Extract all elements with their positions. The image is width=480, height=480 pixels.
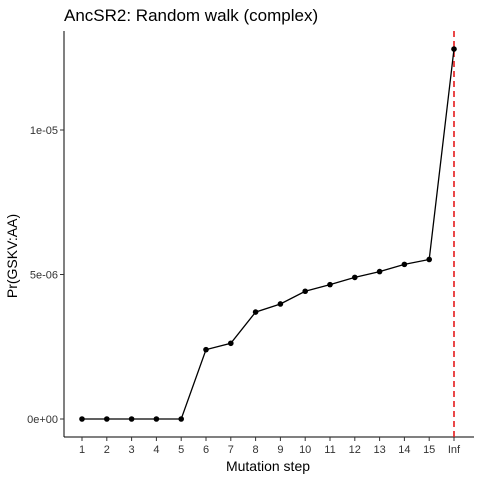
x-tick-label: 15 bbox=[423, 444, 435, 456]
x-tick-label: 1 bbox=[79, 444, 85, 456]
x-tick-label: 14 bbox=[398, 444, 410, 456]
x-tick-label: 12 bbox=[349, 444, 361, 456]
data-point bbox=[154, 416, 160, 422]
data-point bbox=[79, 416, 85, 422]
x-tick-label: 7 bbox=[228, 444, 234, 456]
x-tick-label: 9 bbox=[277, 444, 283, 456]
x-tick-label: 6 bbox=[203, 444, 209, 456]
data-point bbox=[203, 347, 209, 353]
data-point bbox=[377, 269, 383, 275]
data-point bbox=[129, 416, 135, 422]
data-point bbox=[178, 416, 184, 422]
x-tick-label: 3 bbox=[129, 444, 135, 456]
data-point bbox=[426, 257, 432, 263]
y-tick-label: 5e-06 bbox=[30, 270, 58, 282]
x-tick-label: 2 bbox=[104, 444, 110, 456]
x-tick-label: 13 bbox=[373, 444, 385, 456]
data-point bbox=[327, 282, 333, 288]
x-axis-title: Mutation step bbox=[226, 458, 310, 474]
data-point bbox=[302, 288, 308, 294]
data-point bbox=[104, 416, 110, 422]
x-tick-label: 11 bbox=[324, 444, 335, 456]
y-tick-label: 1e-05 bbox=[30, 125, 58, 137]
data-point bbox=[402, 262, 408, 268]
data-point bbox=[451, 46, 457, 52]
data-point bbox=[278, 301, 284, 307]
x-tick-label: 4 bbox=[153, 444, 159, 456]
chart-title: AncSR2: Random walk (complex) bbox=[64, 6, 318, 25]
y-axis-title: Pr(GSKV:AA) bbox=[4, 214, 20, 298]
data-point bbox=[253, 309, 259, 315]
data-point bbox=[228, 340, 234, 346]
data-point bbox=[352, 275, 358, 281]
series-line bbox=[82, 49, 454, 419]
x-tick-label: 8 bbox=[253, 444, 259, 456]
x-tick-label: 10 bbox=[299, 444, 311, 456]
y-tick-label: 0e+00 bbox=[27, 414, 58, 426]
x-tick-label: Inf bbox=[448, 444, 461, 456]
x-tick-label: 5 bbox=[178, 444, 184, 456]
